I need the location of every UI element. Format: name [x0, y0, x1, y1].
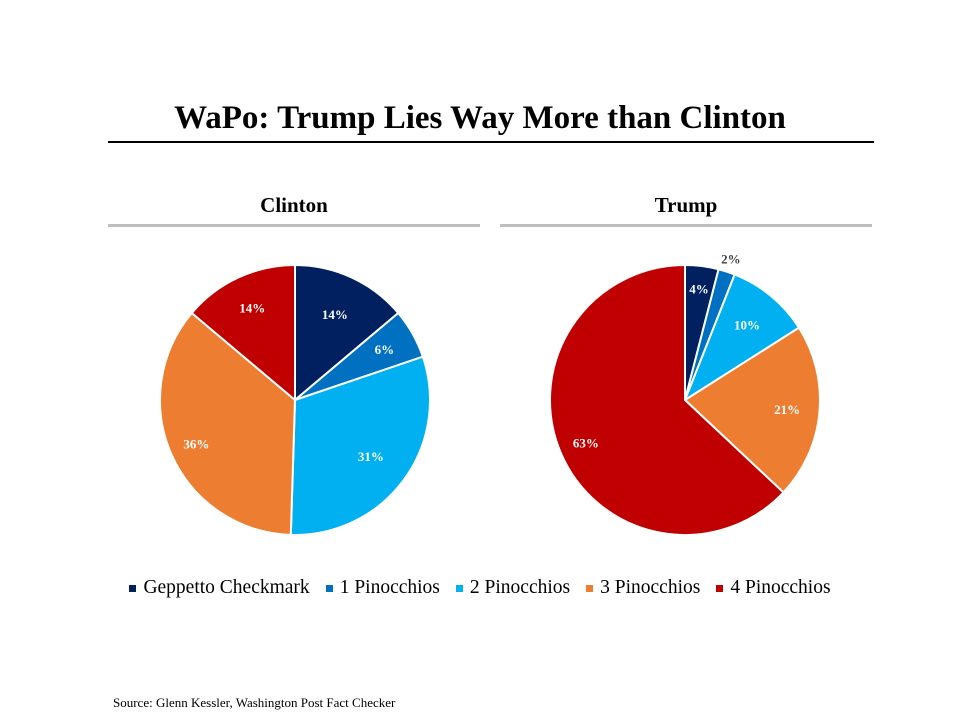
trump-label-geppetto: 4% — [689, 281, 709, 296]
clinton-label-1-pinocchio: 6% — [375, 342, 395, 357]
clinton-slice-geppetto — [294, 263, 400, 403]
clinton-pie-title: Clinton — [260, 193, 328, 217]
legend: Geppetto Checkmark 1 Pinocchios 2 Pinocc… — [0, 577, 960, 599]
legend-item-geppetto: Geppetto Checkmark — [129, 577, 310, 599]
trump-slice-3-pinocchios — [683, 326, 821, 494]
clinton-label-2-pinocchios: 31% — [358, 449, 384, 464]
legend-label-2-pinocchios: 2 Pinocchios — [469, 577, 571, 598]
clinton-pie-chart: 14% 6% 31% 36% 14% — [159, 263, 431, 536]
clinton-slice-4-pinocchios — [190, 263, 296, 403]
clinton-slice-3-pinocchios — [159, 311, 297, 536]
title-underline — [108, 141, 874, 143]
legend-swatch-1-pinocchio — [325, 584, 333, 592]
legend-item-2-pinocchios: 2 Pinocchios — [455, 577, 571, 599]
legend-item-3-pinocchios: 3 Pinocchios — [586, 577, 700, 599]
source-note: Source: Glenn Kessler, Washington Post F… — [113, 695, 396, 710]
clinton-label-3-pinocchios: 36% — [183, 437, 209, 452]
trump-slice-4-pinocchios — [549, 263, 785, 536]
trump-label-3-pinocchios: 21% — [774, 402, 800, 417]
legend-item-1-pinocchio: 1 Pinocchios — [325, 577, 440, 599]
clinton-slice-2-pinocchios — [289, 355, 431, 536]
legend-item-4-pinocchios: 4 Pinocchios — [716, 577, 831, 599]
chart-title: WaPo: Trump Lies Way More than Clinton — [174, 100, 786, 136]
clinton-title-rule — [108, 224, 480, 227]
legend-label-geppetto: Geppetto Checkmark — [143, 577, 310, 598]
trump-title-rule — [500, 224, 872, 227]
legend-label-1-pinocchio: 1 Pinocchios — [339, 577, 440, 598]
legend-swatch-geppetto — [129, 584, 137, 592]
trump-label-1-pinocchio: 2% — [721, 251, 741, 266]
trump-pie-title: Trump — [654, 193, 718, 217]
trump-label-2-pinocchios: 10% — [734, 318, 760, 333]
legend-label-3-pinocchios: 3 Pinocchios — [600, 577, 701, 598]
legend-swatch-2-pinocchios — [455, 584, 463, 592]
legend-swatch-4-pinocchios — [716, 584, 724, 592]
trump-label-4-pinocchios: 63% — [573, 435, 599, 450]
clinton-label-4-pinocchios: 14% — [239, 301, 265, 316]
clinton-label-geppetto: 14% — [322, 307, 348, 322]
legend-swatch-3-pinocchios — [586, 584, 594, 592]
legend-label-4-pinocchios: 4 Pinocchios — [730, 577, 831, 598]
trump-pie-chart: 4% 2% 10% 21% 63% — [549, 251, 821, 536]
trump-slice-2-pinocchios — [682, 273, 801, 403]
